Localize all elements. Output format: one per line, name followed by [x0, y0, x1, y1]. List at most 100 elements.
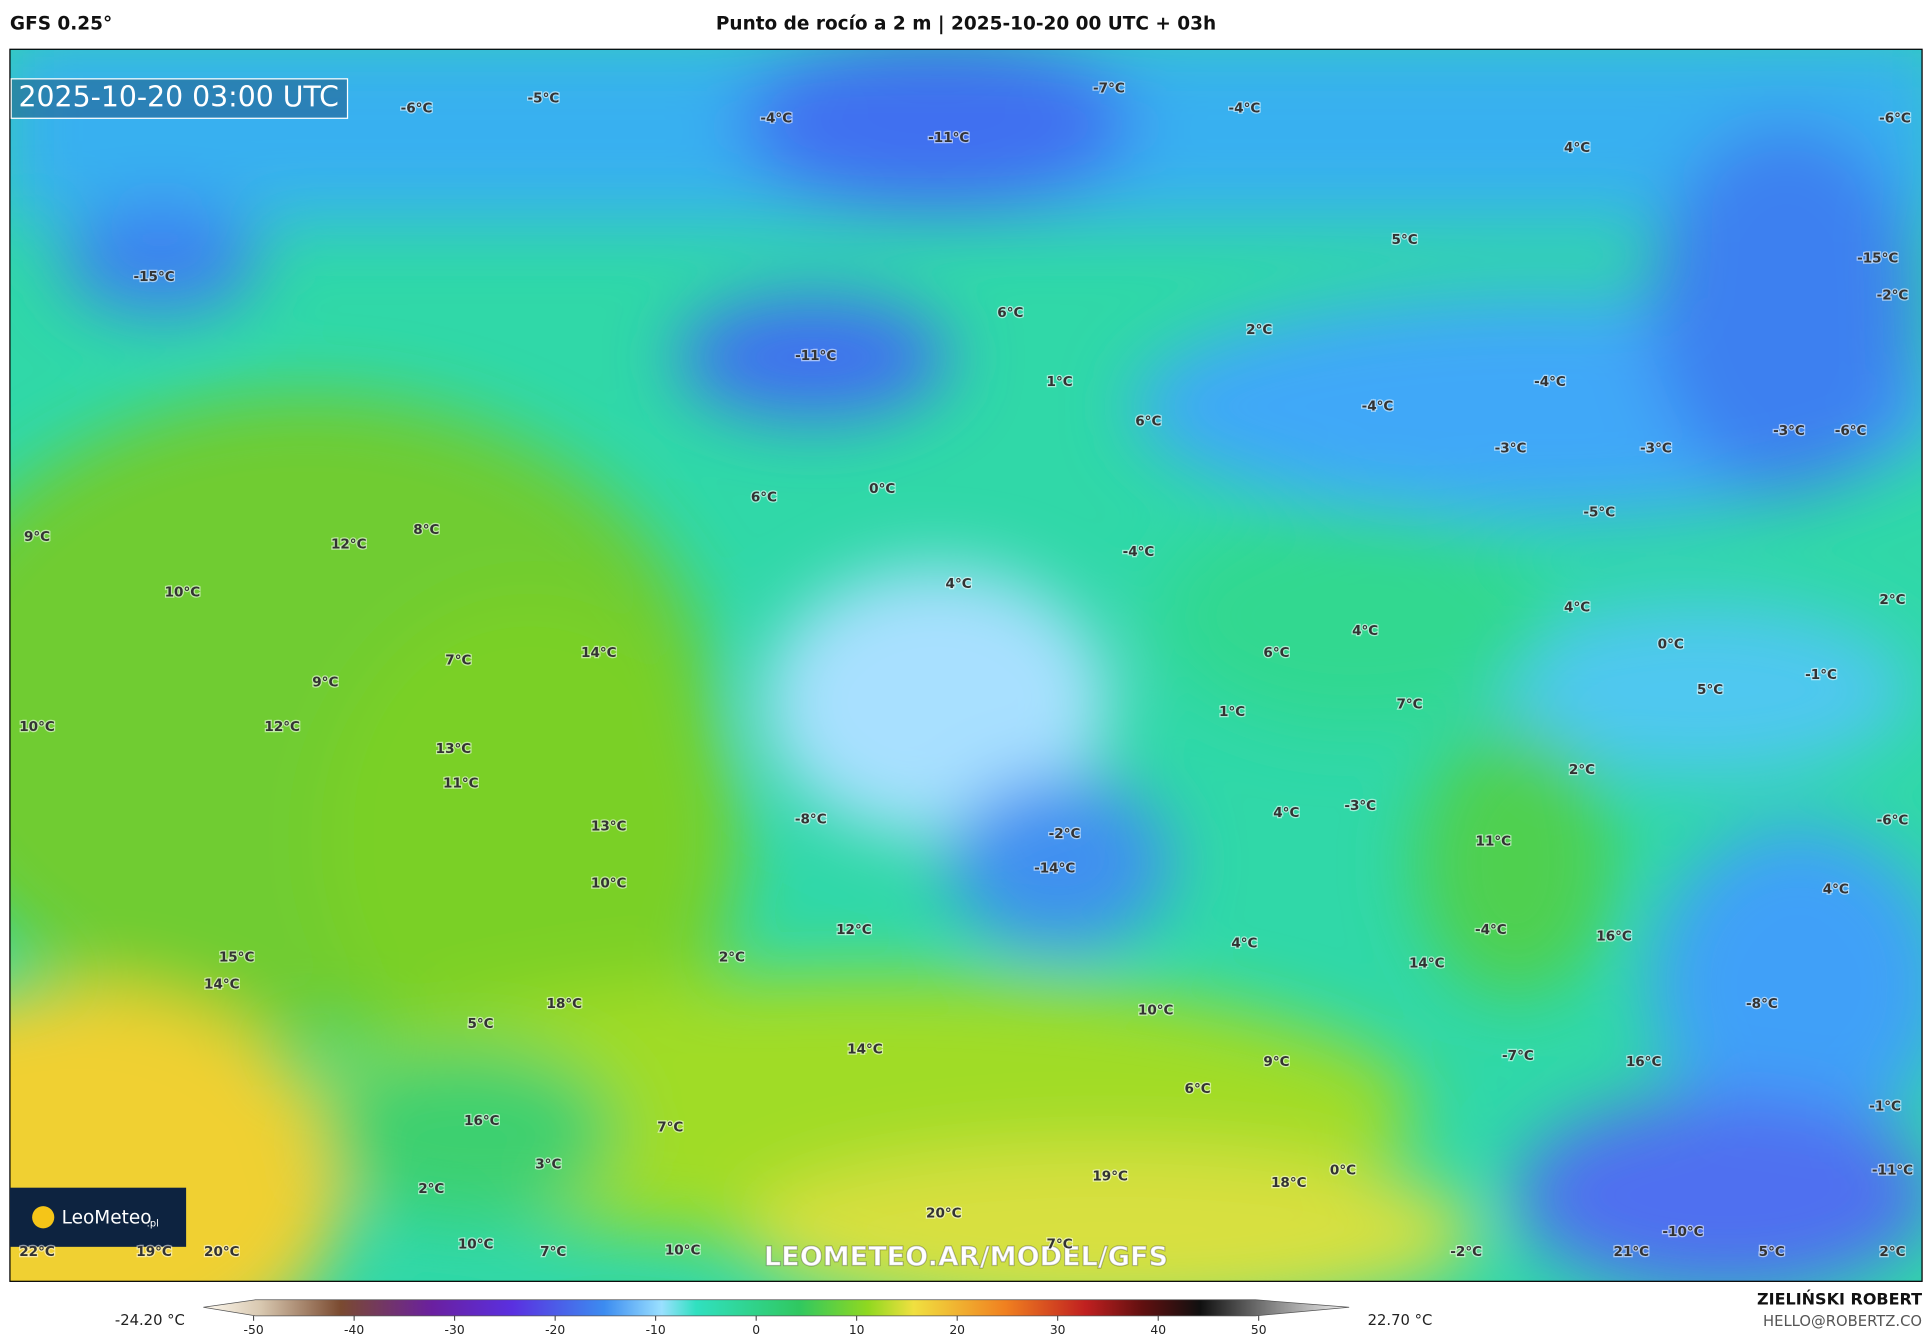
timestamp-box: [10, 78, 349, 119]
temperature-label: 2°C: [1879, 592, 1905, 608]
temperature-label: -4°C: [1229, 100, 1261, 116]
temperature-label: -11°C: [928, 130, 969, 146]
temperature-label: 6°C: [751, 490, 777, 506]
temperature-label: -6°C: [401, 100, 433, 116]
logo-name: LeoMeteo: [62, 1207, 152, 1228]
temperature-label: 4°C: [1564, 140, 1590, 156]
logo: LeoMeteo .pl: [9, 1187, 187, 1247]
temperature-label: -6°C: [1879, 110, 1911, 126]
temperature-label: -5°C: [1583, 505, 1615, 521]
temperature-label: 5°C: [1759, 1244, 1785, 1260]
temperature-label: 16°C: [464, 1113, 500, 1129]
colorbar-tick-label: -10: [646, 1323, 666, 1337]
temperature-label: 2°C: [1246, 322, 1272, 338]
temperature-label: 6°C: [1185, 1081, 1211, 1097]
colorbar-max: 22.70 °C: [1368, 1312, 1433, 1329]
temperature-label: 2°C: [418, 1181, 444, 1197]
temperature-label: 14°C: [204, 976, 240, 992]
temperature-label: 14°C: [1409, 955, 1445, 971]
temperature-label: 16°C: [1596, 928, 1632, 944]
temperature-label: 11°C: [443, 776, 479, 792]
colorbar-tick-label: -30: [445, 1323, 465, 1337]
temperature-label: 10°C: [19, 719, 55, 735]
temperature-label: 6°C: [1135, 413, 1161, 429]
temperature-label: 4°C: [1823, 882, 1849, 898]
temperature-label: 6°C: [1263, 645, 1289, 661]
temperature-label: 10°C: [458, 1236, 494, 1252]
temperature-label: -5°C: [528, 91, 560, 107]
model-name: GFS 0.25°: [10, 14, 112, 35]
temperature-label: 7°C: [1396, 697, 1422, 713]
temperature-label: -4°C: [1362, 399, 1394, 415]
timestamp: 2025-10-20 03:00 UTC: [19, 81, 339, 114]
temperature-label: 15°C: [219, 949, 255, 965]
colorbar-tick-label: 40: [1150, 1323, 1166, 1337]
temperature-label: -1°C: [1805, 667, 1837, 683]
logo-suffix: .pl: [147, 1218, 159, 1229]
temperature-label: 0°C: [1658, 636, 1684, 652]
temperature-label: 12°C: [264, 719, 300, 735]
temperature-label: 9°C: [24, 529, 50, 545]
temperature-label: 7°C: [657, 1119, 683, 1135]
temperature-label: 4°C: [1231, 936, 1257, 952]
temperature-labels: -6°C -5°C -4°C -7°C -4°C -6°C -11°C 4°C -15°C 5°C…: [18, 79, 1914, 1261]
temperature-label: -4°C: [1475, 922, 1507, 938]
temperature-label: 9°C: [312, 675, 338, 691]
temperature-label: 21°C: [1614, 1244, 1650, 1260]
temperature-label: 0°C: [1330, 1162, 1356, 1178]
temperature-label: -4°C: [1123, 544, 1155, 560]
temperature-label: 4°C: [1564, 599, 1590, 615]
temperature-label: -3°C: [1495, 440, 1527, 456]
colorbar-tick-label: 50: [1251, 1323, 1267, 1337]
colorbar-min: -24.20 °C: [115, 1312, 185, 1329]
temperature-label: -8°C: [1746, 996, 1778, 1012]
colorbar-tick-label: 30: [1050, 1323, 1066, 1337]
temperature-label: -10°C: [1662, 1224, 1703, 1240]
temperature-label: -15°C: [133, 269, 174, 285]
temperature-label: -11°C: [1872, 1162, 1913, 1178]
temperature-label: 10°C: [165, 585, 201, 601]
colorbar-tick-label: 10: [849, 1323, 865, 1337]
temperature-label: -11°C: [795, 348, 836, 364]
temperature-label: 20°C: [926, 1206, 962, 1222]
temperature-label: -6°C: [1877, 813, 1909, 829]
temperature-label: -3°C: [1640, 440, 1672, 456]
temperature-label: 7°C: [1047, 1236, 1073, 1252]
temperature-label: 6°C: [997, 305, 1023, 321]
map-title: Punto de rocío a 2 m | 2025-10-20 00 UTC…: [716, 14, 1216, 35]
temperature-label: -2°C: [1877, 288, 1909, 304]
temperature-label: -3°C: [1773, 423, 1805, 439]
temperature-label: 16°C: [1626, 1054, 1662, 1070]
temperature-label: 8°C: [413, 522, 439, 538]
temperature-label: 2°C: [719, 949, 745, 965]
watermark: LEOMETEO.AR/MODEL/GFS: [764, 1241, 1168, 1272]
temperature-label: -2°C: [1049, 826, 1081, 842]
temperature-label: 4°C: [946, 576, 972, 592]
temperature-label: 10°C: [1138, 1002, 1174, 1018]
temperature-label: 20°C: [204, 1244, 240, 1260]
temperature-label: -3°C: [1344, 798, 1376, 814]
colorbar-ramp: [203, 1299, 1350, 1317]
temperature-label: 9°C: [1263, 1054, 1289, 1070]
temperature-label: 5°C: [1392, 232, 1418, 248]
temperature-label: -14°C: [1034, 861, 1075, 877]
temperature-label: 1°C: [1219, 704, 1245, 720]
colorbar: -24.20 °C 22.70 °C -50 -40 -30 -20 -10 0 10 20 3…: [115, 1299, 1433, 1337]
temperature-label: 2°C: [1569, 762, 1595, 778]
temperature-label: 4°C: [1352, 623, 1378, 639]
colorbar-tick-label: 20: [949, 1323, 965, 1337]
temperature-label: 2°C: [1879, 1244, 1905, 1260]
temperature-label: 19°C: [136, 1244, 172, 1260]
temperature-label: -6°C: [1835, 423, 1867, 439]
logo-sun: [32, 1206, 55, 1229]
email: HELLO@ROBERTZ.CO: [1763, 1313, 1922, 1330]
temperature-label: 22°C: [19, 1244, 55, 1260]
temperature-label: -2°C: [1450, 1244, 1482, 1260]
colorbar-tick-label: 0: [752, 1323, 760, 1337]
temperature-label: -15°C: [1857, 251, 1898, 267]
map-field: [9, 49, 1923, 1282]
temperature-label: 0°C: [869, 481, 895, 497]
temperature-label: 13°C: [591, 819, 627, 835]
temperature-label: -8°C: [795, 811, 827, 827]
temperature-label: 7°C: [540, 1244, 566, 1260]
